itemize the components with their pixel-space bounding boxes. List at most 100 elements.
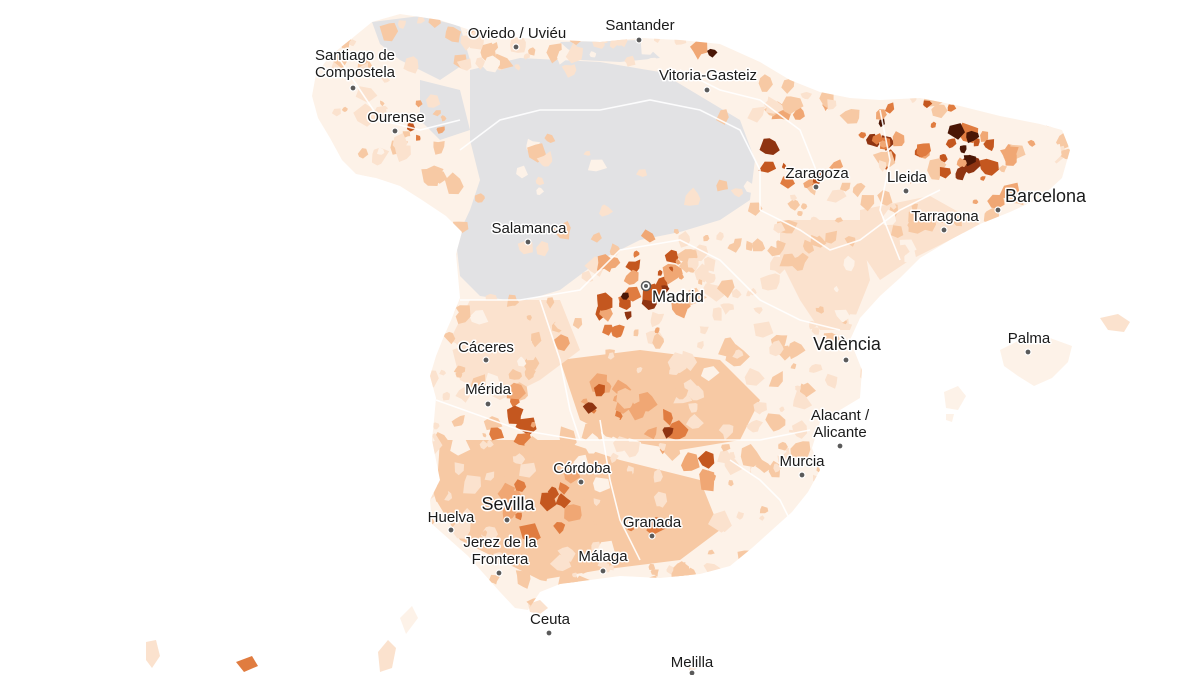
municipality-patch: [429, 588, 441, 600]
city-label: Barcelona: [1005, 186, 1087, 206]
municipality-patch: [365, 332, 373, 340]
municipality-patch: [347, 211, 361, 224]
municipality-patch: [653, 491, 668, 509]
municipality-patch: [839, 89, 849, 96]
municipality-patch: [579, 486, 594, 502]
municipality-patch: [516, 165, 528, 179]
municipality-patch: [688, 385, 705, 401]
municipality-patch: [856, 553, 873, 577]
municipality-patch: [809, 22, 829, 44]
municipality-patch: [355, 448, 366, 463]
municipality-patch: [379, 309, 386, 320]
municipality-patch: [993, 293, 1012, 310]
municipality-patch: [633, 250, 640, 258]
municipality-patch: [319, 488, 327, 494]
municipality-patch: [981, 382, 997, 396]
municipality-patch: [388, 515, 406, 535]
municipality-patch: [439, 582, 448, 591]
city-marker-dot: [577, 478, 585, 486]
municipality-patch: [969, 429, 982, 443]
municipality-patch: [778, 441, 788, 451]
municipality-patch: [632, 429, 641, 438]
municipality-patch: [1016, 248, 1021, 256]
municipality-patch: [512, 453, 526, 465]
municipality-patch: [388, 519, 405, 536]
canary-island-east: [378, 640, 396, 672]
melilla-territory: [686, 660, 698, 672]
municipality-patch: [780, 61, 787, 67]
municipality-patch: [926, 72, 931, 79]
municipality-patch: [318, 189, 328, 204]
city-barcelona: Barcelona: [994, 185, 1089, 214]
municipality-patch: [386, 197, 392, 203]
city-label: València: [813, 334, 882, 354]
municipality-patch: [1058, 247, 1070, 260]
city-marker-dot: [902, 187, 910, 195]
municipality-patch: [859, 364, 875, 385]
municipality-patch: [312, 492, 331, 509]
municipality-patch: [767, 240, 786, 257]
municipality-patch: [353, 236, 363, 245]
municipality-patch: [841, 320, 847, 325]
municipality-patch: [704, 256, 716, 272]
municipality-patch: [907, 495, 925, 512]
municipality-patch: [795, 385, 801, 392]
municipality-patch: [855, 473, 868, 489]
municipality-patch: [657, 269, 663, 276]
municipality-patch: [582, 433, 603, 454]
municipality-patch: [794, 506, 808, 521]
municipality-patch: [446, 341, 460, 351]
municipality-patch: [526, 315, 532, 321]
municipality-patch: [948, 95, 958, 105]
municipality-patch: [992, 63, 1007, 77]
municipality-patch: [522, 352, 540, 370]
municipality-patch: [928, 76, 937, 86]
municipality-patch: [630, 601, 638, 609]
municipality-patch: [496, 475, 505, 484]
municipality-patch: [373, 541, 390, 556]
municipality-patch: [420, 381, 431, 395]
municipality-patch: [744, 368, 765, 386]
municipality-patch: [1002, 464, 1015, 478]
municipality-patch: [331, 108, 341, 117]
municipality-patch: [985, 18, 993, 29]
municipality-patch: [832, 585, 846, 596]
municipality-patch: [747, 106, 765, 123]
municipality-patch: [1063, 71, 1070, 86]
municipality-patch: [902, 339, 918, 354]
municipality-patch: [558, 482, 570, 495]
landmass-layer: [146, 14, 1130, 672]
municipality-patch: [932, 359, 952, 380]
municipality-patch: [596, 254, 614, 273]
municipality-patch: [1045, 285, 1052, 291]
municipality-patch: [399, 386, 417, 401]
municipality-patch: [675, 258, 681, 265]
municipality-patch: [1035, 39, 1048, 52]
municipality-patch: [917, 301, 926, 309]
municipality-patch: [409, 404, 426, 421]
municipality-patch: [815, 306, 824, 314]
city-marker-dot: [482, 356, 490, 364]
municipality-patch: [857, 483, 871, 499]
municipality-patch: [890, 203, 897, 210]
border-castilla-leon: [459, 99, 761, 210]
municipality-patch: [763, 100, 772, 108]
municipality-patch: [362, 552, 373, 562]
municipality-patch: [806, 530, 827, 548]
municipality-patch: [675, 24, 687, 37]
municipality-patch: [1032, 472, 1040, 480]
municipality-patch: [625, 588, 631, 593]
municipality-patch: [405, 340, 415, 355]
municipality-patch: [519, 462, 537, 478]
municipality-patch: [700, 366, 720, 382]
city-ourense: Ourense: [366, 108, 426, 135]
municipality-patch: [415, 100, 423, 108]
municipality-patch: [959, 477, 971, 491]
municipality-patch: [758, 74, 773, 92]
municipality-patch: [483, 416, 503, 431]
city-marker-dot: [512, 43, 520, 51]
municipality-patch: [439, 369, 447, 376]
